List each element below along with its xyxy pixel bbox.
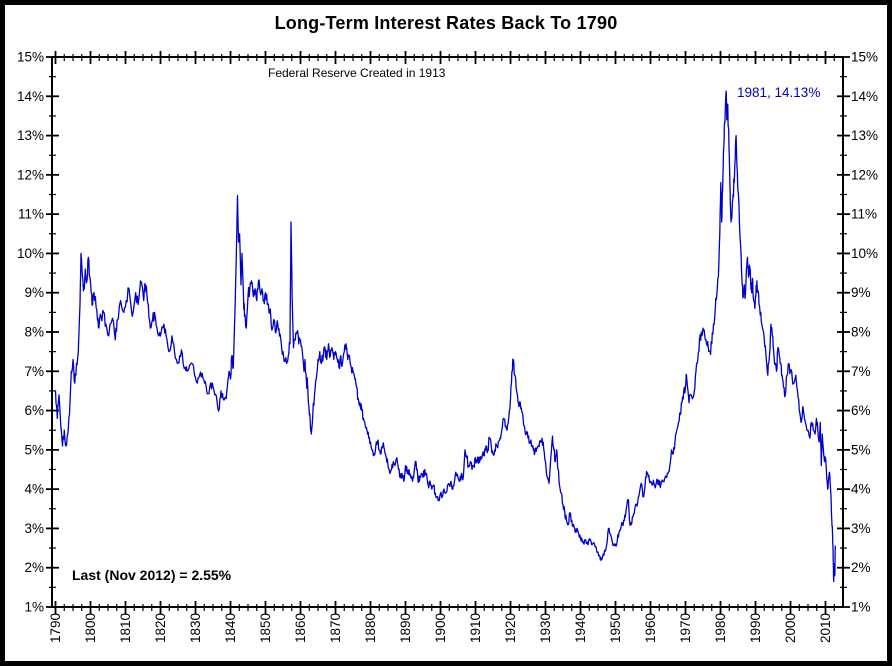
y-tick-label-right: 14% xyxy=(851,89,878,104)
x-tick-label: 1950 xyxy=(608,613,623,643)
y-tick-label-right: 13% xyxy=(851,128,878,143)
x-tick-label: 1990 xyxy=(748,613,763,643)
x-axis-labels: 1790 1800 1810 1820 1830 1840 1850 1860 1870 1880… xyxy=(48,613,833,643)
y-tick-label-right: 9% xyxy=(851,285,871,300)
y-tick-label-right: 10% xyxy=(851,246,878,261)
x-tick-label: 1800 xyxy=(83,613,98,643)
y-tick-label-right: 1% xyxy=(851,600,871,615)
x-tick-label: 1820 xyxy=(153,613,168,643)
y-tick-label-right: 15% xyxy=(851,50,878,65)
annotation-1981-peak: 1981, 14.13% xyxy=(737,85,821,100)
x-tick-label: 1880 xyxy=(363,613,378,643)
y-tick-label-left: 5% xyxy=(24,442,44,457)
x-tick-label: 1810 xyxy=(118,613,133,643)
x-tick-label: 2000 xyxy=(783,613,798,643)
y-tick-label-right: 11% xyxy=(851,207,877,222)
x-tick-label: 1850 xyxy=(258,613,273,643)
x-tick-label: 1840 xyxy=(223,613,238,643)
y-tick-label-left: 6% xyxy=(24,403,44,418)
y-tick-label-right: 3% xyxy=(851,521,871,536)
x-tick-label: 1860 xyxy=(293,613,308,643)
x-tick-label: 1900 xyxy=(433,613,448,643)
x-tick-label: 1910 xyxy=(468,613,483,643)
y-tick-label-left: 2% xyxy=(24,560,44,575)
x-tick-label: 1940 xyxy=(573,613,588,643)
y-tick-label-right: 12% xyxy=(851,167,878,182)
y-tick-label-left: 8% xyxy=(24,325,44,340)
annotation-fed-reserve: Federal Reserve Created in 1913 xyxy=(268,66,446,80)
y-tick-label-left: 14% xyxy=(17,89,44,104)
y-tick-label-left: 15% xyxy=(17,50,44,65)
axis-ticks xyxy=(46,51,850,614)
x-tick-label: 1960 xyxy=(643,613,658,643)
y-tick-label-right: 5% xyxy=(851,442,871,457)
y-tick-label-right: 6% xyxy=(851,403,871,418)
x-tick-label: 1890 xyxy=(398,613,413,643)
y-tick-label-left: 12% xyxy=(17,167,44,182)
x-tick-label: 1970 xyxy=(678,613,693,643)
y-tick-label-left: 4% xyxy=(24,482,44,497)
chart-title: Long-Term Interest Rates Back To 1790 xyxy=(274,13,618,33)
x-tick-label: 2010 xyxy=(818,613,833,643)
y-tick-label-left: 3% xyxy=(24,521,44,536)
y-axis-labels: 1% 1% 2% 2% 3% 3% 4% 4% 5% 5% 6% 6% 7% 7% 8% 8% 9% 9% 10% 1… xyxy=(17,50,878,615)
y-tick-label-left: 10% xyxy=(17,246,44,261)
y-tick-label-left: 9% xyxy=(24,285,44,300)
y-tick-label-right: 7% xyxy=(851,364,871,379)
y-tick-label-left: 11% xyxy=(18,207,44,222)
x-tick-label: 1980 xyxy=(713,613,728,643)
y-tick-label-right: 8% xyxy=(851,325,871,340)
y-tick-label-right: 2% xyxy=(851,560,871,575)
y-tick-label-right: 4% xyxy=(851,482,871,497)
annotation-last-value: Last (Nov 2012) = 2.55% xyxy=(72,567,232,583)
x-tick-label: 1830 xyxy=(188,613,203,643)
x-tick-label: 1930 xyxy=(538,613,553,643)
y-tick-label-left: 13% xyxy=(17,128,44,143)
y-tick-label-left: 7% xyxy=(24,364,44,379)
y-tick-label-left: 1% xyxy=(24,600,44,615)
x-tick-label: 1870 xyxy=(328,613,343,643)
x-tick-label: 1790 xyxy=(48,613,63,643)
interest-rate-line xyxy=(54,90,836,583)
x-tick-label: 1920 xyxy=(503,613,518,643)
